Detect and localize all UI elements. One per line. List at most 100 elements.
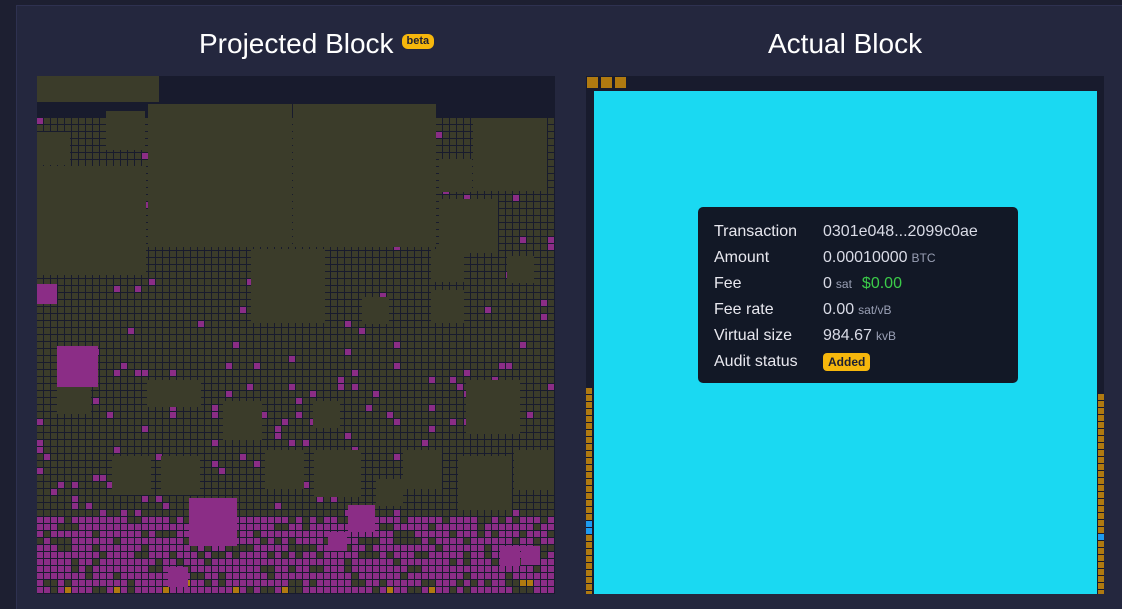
- tx-square[interactable]: [317, 531, 323, 537]
- tx-square[interactable]: [373, 370, 379, 376]
- tx-square[interactable]: [289, 377, 295, 383]
- tx-square[interactable]: [219, 426, 225, 432]
- tx-square[interactable]: [492, 265, 498, 271]
- tx-square[interactable]: [541, 559, 547, 565]
- tx-square[interactable]: [156, 405, 162, 411]
- tx-square[interactable]: [541, 251, 547, 257]
- tx-square[interactable]: [198, 580, 204, 586]
- tx-square[interactable]: [100, 447, 106, 453]
- tx-square[interactable]: [177, 349, 183, 355]
- tx-square[interactable]: [275, 573, 281, 579]
- tx-square[interactable]: [478, 531, 484, 537]
- tx-square[interactable]: [114, 363, 120, 369]
- tx-square[interactable]: [352, 279, 358, 285]
- tx-square[interactable]: [156, 342, 162, 348]
- tx-square[interactable]: [114, 412, 120, 418]
- tx-square[interactable]: [198, 447, 204, 453]
- tx-square[interactable]: [247, 552, 253, 558]
- tx-square[interactable]: [107, 279, 113, 285]
- tx-square[interactable]: [142, 314, 148, 320]
- tx-square[interactable]: [240, 482, 246, 488]
- tx-square[interactable]: [352, 538, 358, 544]
- tx-square[interactable]: [177, 412, 183, 418]
- tx-square[interactable]: [58, 293, 64, 299]
- tx-square[interactable]: [394, 349, 400, 355]
- tx-square[interactable]: [65, 580, 71, 586]
- tx-square[interactable]: [170, 328, 176, 334]
- tx-square[interactable]: [401, 405, 407, 411]
- tx-square[interactable]: [380, 559, 386, 565]
- tx-square[interactable]: [485, 545, 491, 551]
- tx-square[interactable]: [247, 503, 253, 509]
- tx-square[interactable]: [79, 433, 85, 439]
- tx-square[interactable]: [93, 335, 99, 341]
- tx-square[interactable]: [142, 363, 148, 369]
- tx-square[interactable]: [310, 475, 316, 481]
- tx-square[interactable]: [520, 328, 526, 334]
- tx-square[interactable]: [541, 328, 547, 334]
- tx-square[interactable]: [72, 132, 78, 138]
- tx-square[interactable]: [436, 531, 442, 537]
- tx-square[interactable]: [100, 412, 106, 418]
- tx-square[interactable]: [65, 531, 71, 537]
- tx-square[interactable]: [520, 195, 526, 201]
- tx-square[interactable]: [541, 216, 547, 222]
- tx-square[interactable]: [387, 363, 393, 369]
- tx-square[interactable]: [100, 482, 106, 488]
- tx-square[interactable]: [268, 405, 274, 411]
- tx-square[interactable]: [436, 328, 442, 334]
- tx-square[interactable]: [142, 279, 148, 285]
- tx-square[interactable]: [464, 258, 470, 264]
- tx-square[interactable]: [492, 538, 498, 544]
- tx-square[interactable]: [429, 321, 435, 327]
- tx-square[interactable]: [86, 566, 92, 572]
- tx-square[interactable]: [471, 524, 477, 530]
- tx-square[interactable]: [254, 468, 260, 474]
- tx-square[interactable]: [534, 265, 540, 271]
- tx-square[interactable]: [135, 335, 141, 341]
- tx-square[interactable]: [520, 510, 526, 516]
- tx-square[interactable]: [324, 580, 330, 586]
- tx-square[interactable]: [254, 559, 260, 565]
- tx-square[interactable]: [310, 433, 316, 439]
- tx-square[interactable]: [338, 342, 344, 348]
- tx-square[interactable]: [72, 307, 78, 313]
- tx-square[interactable]: [387, 335, 393, 341]
- tx-square[interactable]: [135, 153, 141, 159]
- tx-square[interactable]: [289, 405, 295, 411]
- tx-square[interactable]: [240, 454, 246, 460]
- tx-square[interactable]: [436, 573, 442, 579]
- tx-square[interactable]: [408, 405, 414, 411]
- tx-square[interactable]: [135, 510, 141, 516]
- tx-square[interactable]: [422, 566, 428, 572]
- tx-square[interactable]: [289, 552, 295, 558]
- tx-square[interactable]: [212, 279, 218, 285]
- tx-square[interactable]: [492, 195, 498, 201]
- tx-square[interactable]: [352, 440, 358, 446]
- tx-square[interactable]: [380, 328, 386, 334]
- tx-square[interactable]: [93, 342, 99, 348]
- tx-square[interactable]: [366, 377, 372, 383]
- tx-square[interactable]: [275, 545, 281, 551]
- tx-square[interactable]: [58, 524, 64, 530]
- tx-square[interactable]: [51, 370, 57, 376]
- tx-square[interactable]: [177, 314, 183, 320]
- tx-square[interactable]: [149, 279, 155, 285]
- tx-square[interactable]: [415, 426, 421, 432]
- tx-square[interactable]: [366, 531, 372, 537]
- tx-square[interactable]: [149, 272, 155, 278]
- tx-square[interactable]: [114, 573, 120, 579]
- tx-square[interactable]: [436, 118, 442, 124]
- tx-square[interactable]: [268, 384, 274, 390]
- tx-square[interactable]: [219, 300, 225, 306]
- tx-square[interactable]: [548, 384, 554, 390]
- tx-square[interactable]: [282, 384, 288, 390]
- tx-square[interactable]: [254, 510, 260, 516]
- tx-square[interactable]: [233, 461, 239, 467]
- tx-square[interactable]: [331, 286, 337, 292]
- tx-square[interactable]: [247, 342, 253, 348]
- tx-square[interactable]: [422, 517, 428, 523]
- tx-square[interactable]: [373, 356, 379, 362]
- tx-square[interactable]: [380, 405, 386, 411]
- tx-square[interactable]: [121, 538, 127, 544]
